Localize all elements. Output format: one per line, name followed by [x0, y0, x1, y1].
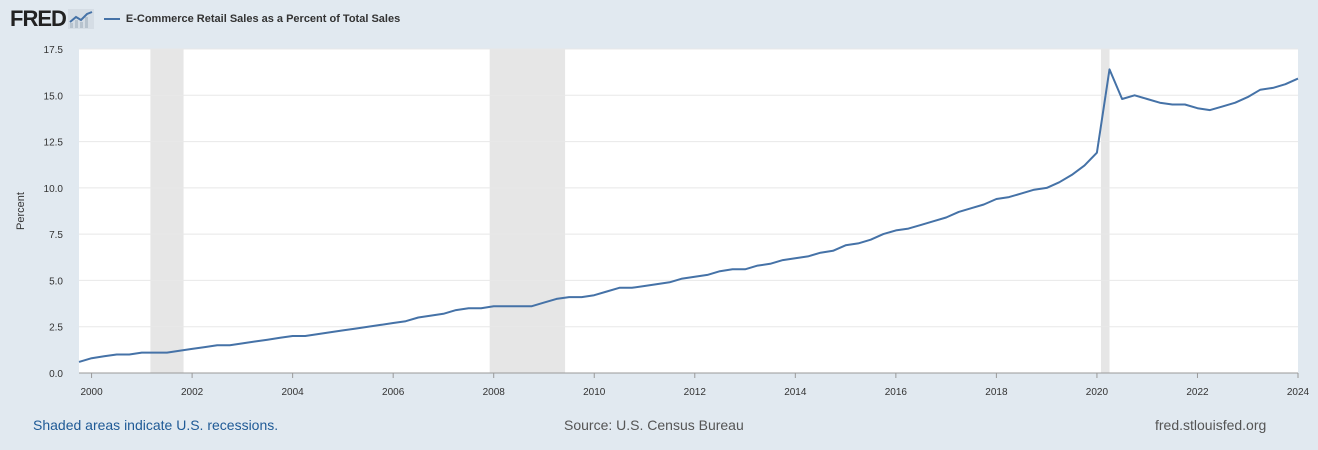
x-tick-label: 2006	[382, 387, 405, 398]
y-tick-label: 7.5	[49, 230, 63, 241]
recession-band-0	[150, 49, 184, 373]
line-chart: 0.0 2.5 5.0 7.5 10.0 12.5 15.0 17.5 2000 2002 200…	[15, 45, 1310, 398]
recession-band-2	[1100, 49, 1110, 373]
x-tick-label: 2022	[1186, 387, 1209, 398]
x-tick-label: 2000	[80, 387, 103, 398]
legend-line-swatch	[103, 18, 120, 20]
x-tick-label: 2008	[483, 387, 506, 398]
y-tick-label: 2.5	[49, 323, 63, 334]
chart-legend[interactable]: E-Commerce Retail Sales as a Percent of …	[103, 13, 401, 25]
plot-area	[79, 49, 1298, 373]
chart-header: FRED E-Commerce Retail Sales as a Percen…	[10, 6, 400, 32]
y-tick-label: 0.0	[49, 369, 63, 380]
x-tick-label: 2024	[1287, 387, 1310, 398]
x-tick-label: 2014	[784, 387, 807, 398]
y-axis-label: Percent	[15, 192, 27, 230]
x-tick-label: 2016	[885, 387, 908, 398]
fred-logo-text: FRED	[10, 6, 67, 31]
x-tick-label: 2010	[583, 387, 606, 398]
x-tick-label: 2018	[985, 387, 1008, 398]
site-link[interactable]: fred.stlouisfed.org	[1155, 417, 1267, 433]
x-tick-label: 2012	[684, 387, 707, 398]
x-tick-label: 2004	[282, 387, 305, 398]
fred-chart-icon	[67, 9, 94, 29]
x-tick-label: 2002	[181, 387, 204, 398]
legend-label: E-Commerce Retail Sales as a Percent of …	[125, 13, 401, 25]
y-tick-label: 17.5	[44, 45, 64, 56]
series-line-0	[78, 68, 1299, 363]
x-tick-label: 2020	[1086, 387, 1109, 398]
y-tick-label: 12.5	[44, 138, 64, 149]
fred-logo[interactable]: FRED	[10, 6, 94, 32]
recession-note: Shaded areas indicate U.S. recessions.	[33, 417, 279, 433]
plot-background	[79, 49, 1298, 373]
source-note: Source: U.S. Census Bureau	[564, 417, 744, 433]
y-tick-label: 10.0	[44, 184, 64, 195]
y-tick-label: 5.0	[49, 276, 63, 287]
y-tick-label: 15.0	[44, 91, 64, 102]
recession-band-1	[489, 49, 566, 373]
